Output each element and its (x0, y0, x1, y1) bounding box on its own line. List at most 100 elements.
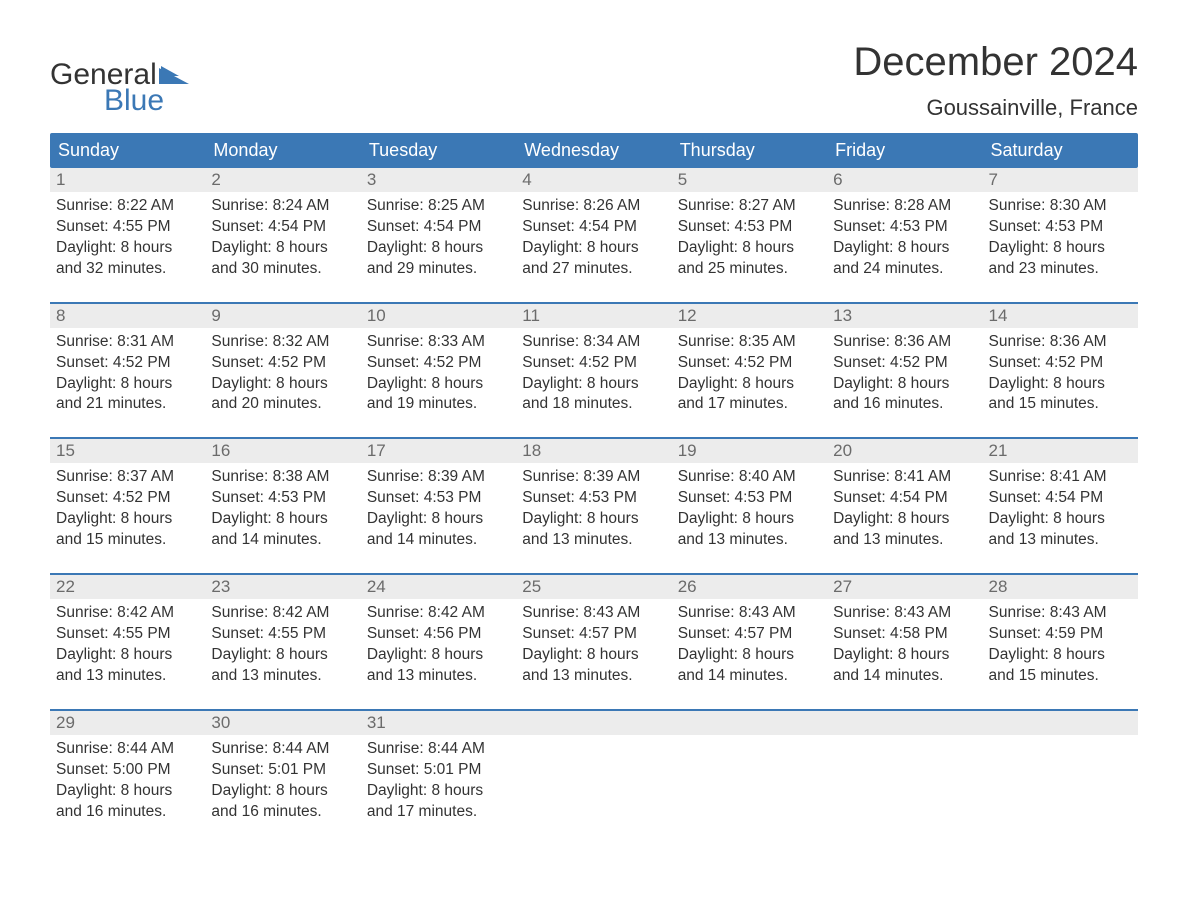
daylight-line1: Daylight: 8 hours (367, 238, 510, 259)
daylight-line2: and 13 minutes. (678, 530, 821, 551)
day-details: Sunrise: 8:34 AMSunset: 4:52 PMDaylight:… (516, 328, 671, 420)
sunrise-line: Sunrise: 8:31 AM (56, 332, 199, 353)
day-number: 6 (827, 168, 982, 192)
sunset-line: Sunset: 4:52 PM (367, 353, 510, 374)
day-number: 26 (672, 575, 827, 599)
sunset-line: Sunset: 4:53 PM (522, 488, 665, 509)
sunset-line: Sunset: 4:53 PM (678, 488, 821, 509)
calendar-day: Sunrise: 8:24 AMSunset: 4:54 PMDaylight:… (205, 192, 360, 284)
day-number: 24 (361, 575, 516, 599)
daylight-line2: and 25 minutes. (678, 259, 821, 280)
day-details: Sunrise: 8:42 AMSunset: 4:55 PMDaylight:… (205, 599, 360, 691)
sunset-line: Sunset: 4:53 PM (211, 488, 354, 509)
sunset-line: Sunset: 4:54 PM (833, 488, 976, 509)
day-details: Sunrise: 8:41 AMSunset: 4:54 PMDaylight:… (827, 463, 982, 555)
calendar-day: Sunrise: 8:26 AMSunset: 4:54 PMDaylight:… (516, 192, 671, 284)
day-body-row: Sunrise: 8:31 AMSunset: 4:52 PMDaylight:… (50, 328, 1138, 420)
daylight-line1: Daylight: 8 hours (367, 509, 510, 530)
sunrise-line: Sunrise: 8:22 AM (56, 196, 199, 217)
day-number: 2 (205, 168, 360, 192)
calendar-day: Sunrise: 8:35 AMSunset: 4:52 PMDaylight:… (672, 328, 827, 420)
calendar-day: Sunrise: 8:42 AMSunset: 4:56 PMDaylight:… (361, 599, 516, 691)
calendar-day (516, 735, 671, 827)
daylight-line1: Daylight: 8 hours (833, 238, 976, 259)
day-body-row: Sunrise: 8:37 AMSunset: 4:52 PMDaylight:… (50, 463, 1138, 555)
daylight-line2: and 14 minutes. (833, 666, 976, 687)
daylight-line2: and 13 minutes. (367, 666, 510, 687)
sunset-line: Sunset: 4:52 PM (989, 353, 1132, 374)
daylight-line2: and 32 minutes. (56, 259, 199, 280)
sunset-line: Sunset: 5:01 PM (211, 760, 354, 781)
sunrise-line: Sunrise: 8:43 AM (833, 603, 976, 624)
day-number: 12 (672, 304, 827, 328)
calendar-day: Sunrise: 8:44 AMSunset: 5:00 PMDaylight:… (50, 735, 205, 827)
day-number: 8 (50, 304, 205, 328)
daylight-line1: Daylight: 8 hours (522, 374, 665, 395)
day-number: 30 (205, 711, 360, 735)
daylight-line1: Daylight: 8 hours (56, 645, 199, 666)
calendar-day: Sunrise: 8:28 AMSunset: 4:53 PMDaylight:… (827, 192, 982, 284)
daylight-line2: and 24 minutes. (833, 259, 976, 280)
daylight-line2: and 16 minutes. (56, 802, 199, 823)
daylight-line1: Daylight: 8 hours (522, 509, 665, 530)
calendar-week: 22232425262728Sunrise: 8:42 AMSunset: 4:… (50, 573, 1138, 691)
day-details: Sunrise: 8:31 AMSunset: 4:52 PMDaylight:… (50, 328, 205, 420)
day-body-row: Sunrise: 8:22 AMSunset: 4:55 PMDaylight:… (50, 192, 1138, 284)
day-number: 27 (827, 575, 982, 599)
day-number: 31 (361, 711, 516, 735)
daylight-line2: and 17 minutes. (367, 802, 510, 823)
calendar-day (672, 735, 827, 827)
sunset-line: Sunset: 4:53 PM (678, 217, 821, 238)
logo-word2: Blue (104, 84, 189, 118)
sunset-line: Sunset: 4:55 PM (56, 217, 199, 238)
daylight-line1: Daylight: 8 hours (56, 509, 199, 530)
day-number: 4 (516, 168, 671, 192)
header: General Blue December 2024 Goussainville… (50, 40, 1138, 121)
sunset-line: Sunset: 4:52 PM (833, 353, 976, 374)
day-details: Sunrise: 8:25 AMSunset: 4:54 PMDaylight:… (361, 192, 516, 284)
daylight-line2: and 30 minutes. (211, 259, 354, 280)
day-number: 23 (205, 575, 360, 599)
day-number-strip: 22232425262728 (50, 575, 1138, 599)
sunset-line: Sunset: 4:53 PM (833, 217, 976, 238)
day-details: Sunrise: 8:32 AMSunset: 4:52 PMDaylight:… (205, 328, 360, 420)
day-number: 29 (50, 711, 205, 735)
calendar-week: 1234567Sunrise: 8:22 AMSunset: 4:55 PMDa… (50, 168, 1138, 284)
daylight-line2: and 16 minutes. (211, 802, 354, 823)
daylight-line1: Daylight: 8 hours (56, 374, 199, 395)
daylight-line2: and 14 minutes. (678, 666, 821, 687)
daylight-line1: Daylight: 8 hours (211, 509, 354, 530)
calendar-day (983, 735, 1138, 827)
sunrise-line: Sunrise: 8:34 AM (522, 332, 665, 353)
daylight-line2: and 15 minutes. (989, 666, 1132, 687)
day-number: 20 (827, 439, 982, 463)
daylight-line2: and 16 minutes. (833, 394, 976, 415)
calendar-day: Sunrise: 8:33 AMSunset: 4:52 PMDaylight:… (361, 328, 516, 420)
title-block: December 2024 Goussainville, France (853, 40, 1138, 121)
sunrise-line: Sunrise: 8:44 AM (56, 739, 199, 760)
sunrise-line: Sunrise: 8:42 AM (56, 603, 199, 624)
sunrise-line: Sunrise: 8:35 AM (678, 332, 821, 353)
sunrise-line: Sunrise: 8:25 AM (367, 196, 510, 217)
calendar-day: Sunrise: 8:40 AMSunset: 4:53 PMDaylight:… (672, 463, 827, 555)
daylight-line1: Daylight: 8 hours (678, 509, 821, 530)
daylight-line1: Daylight: 8 hours (56, 238, 199, 259)
calendar-day: Sunrise: 8:41 AMSunset: 4:54 PMDaylight:… (827, 463, 982, 555)
weekday-header: Tuesday (361, 133, 516, 168)
daylight-line1: Daylight: 8 hours (833, 509, 976, 530)
day-details: Sunrise: 8:36 AMSunset: 4:52 PMDaylight:… (983, 328, 1138, 420)
calendar-day: Sunrise: 8:39 AMSunset: 4:53 PMDaylight:… (516, 463, 671, 555)
sunrise-line: Sunrise: 8:42 AM (367, 603, 510, 624)
sunset-line: Sunset: 4:57 PM (678, 624, 821, 645)
daylight-line1: Daylight: 8 hours (833, 374, 976, 395)
sunset-line: Sunset: 4:52 PM (56, 353, 199, 374)
sunset-line: Sunset: 4:55 PM (56, 624, 199, 645)
daylight-line1: Daylight: 8 hours (522, 238, 665, 259)
day-details: Sunrise: 8:35 AMSunset: 4:52 PMDaylight:… (672, 328, 827, 420)
daylight-line2: and 27 minutes. (522, 259, 665, 280)
daylight-line1: Daylight: 8 hours (211, 374, 354, 395)
day-number: 10 (361, 304, 516, 328)
daylight-line2: and 21 minutes. (56, 394, 199, 415)
daylight-line2: and 29 minutes. (367, 259, 510, 280)
daylight-line2: and 20 minutes. (211, 394, 354, 415)
